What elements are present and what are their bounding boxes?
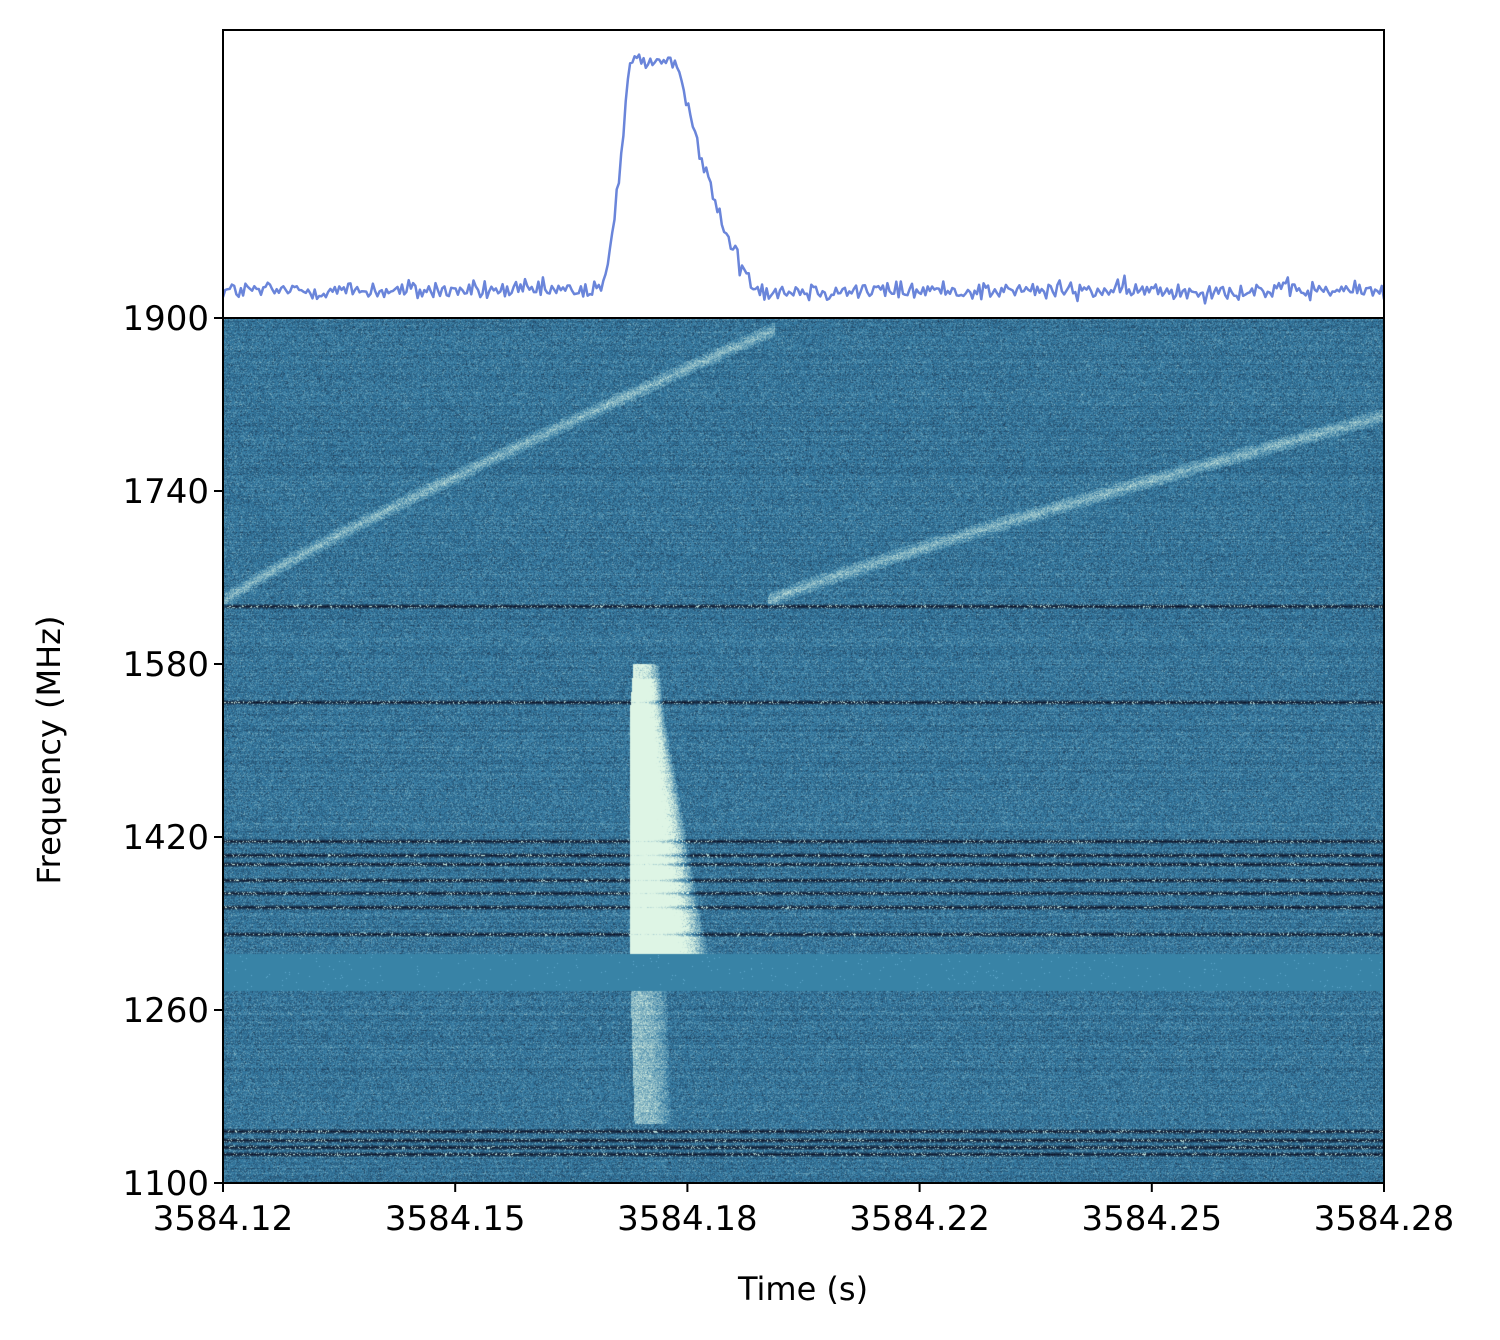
x-axis-ticks: 3584.12 3584.15 3584.18 3584.22 3584.25 3584.…: [153, 1183, 1455, 1239]
y-tick-label: 1580: [122, 645, 209, 685]
x-tick-label: 3584.28: [1314, 1199, 1455, 1239]
x-tick-label: 3584.22: [849, 1199, 990, 1239]
y-tick-label: 1260: [122, 991, 209, 1031]
y-tick-label: 1420: [122, 818, 209, 858]
y-tick-label: 1740: [122, 472, 209, 512]
x-tick-label: 3584.18: [617, 1199, 758, 1239]
time-series-panel: [222, 29, 1385, 319]
x-tick-label: 3584.12: [153, 1199, 294, 1239]
y-axis-label: Frequency (MHz): [30, 616, 68, 885]
x-axis-label: Time (s): [737, 1270, 868, 1308]
y-tick-label: 1100: [122, 1164, 209, 1204]
x-tick-label: 3584.15: [385, 1199, 526, 1239]
dynamic-spectrum-heatmap: [223, 318, 1384, 1183]
dynamic-spectrum-frame: [222, 317, 1385, 1184]
x-tick-label: 3584.25: [1081, 1199, 1222, 1239]
y-axis-ticks: 1900 1740 1580 1420 1260 1100: [122, 299, 223, 1204]
dynamic-spectrum-panel: [222, 317, 1385, 1184]
time-series-line: [223, 53, 1384, 305]
y-tick-label: 1900: [122, 299, 209, 339]
